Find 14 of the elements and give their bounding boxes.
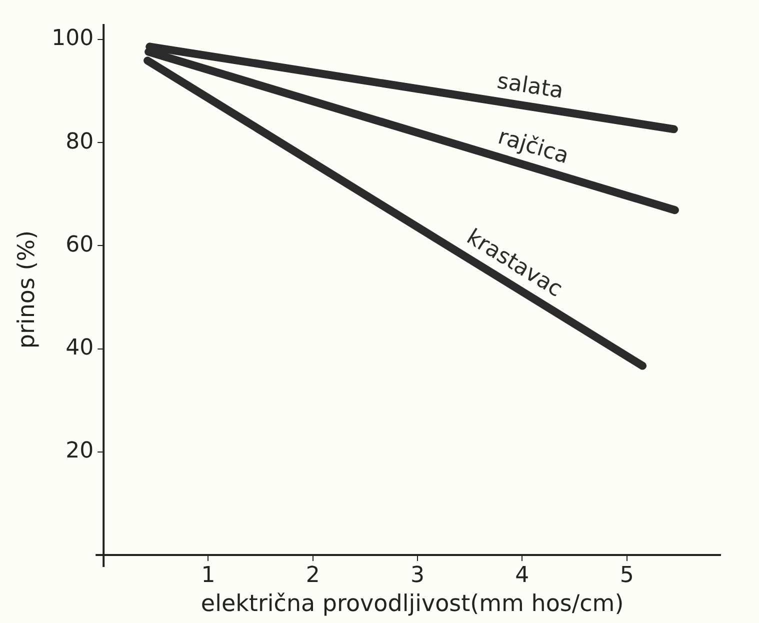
y-tick-label: 80 <box>66 129 94 154</box>
y-tick-label: 100 <box>52 26 94 52</box>
text: salata <box>495 69 566 104</box>
y-tick-label: 40 <box>66 336 94 361</box>
y-tick-label: 20 <box>66 438 94 464</box>
x-tick-label: 4 <box>515 562 530 588</box>
x-tick-label: 2 <box>306 562 320 588</box>
x-tick-label: 5 <box>620 562 634 588</box>
y-axis-title: prinos (%) <box>14 230 40 349</box>
x-axis-title: električna provodljivost(mm hos/cm) <box>200 591 624 618</box>
text: rajčica <box>494 124 572 170</box>
y-tick-label: 60 <box>66 232 94 258</box>
x-tick-label: 1 <box>201 562 216 588</box>
x-tick-label: 3 <box>410 562 425 588</box>
